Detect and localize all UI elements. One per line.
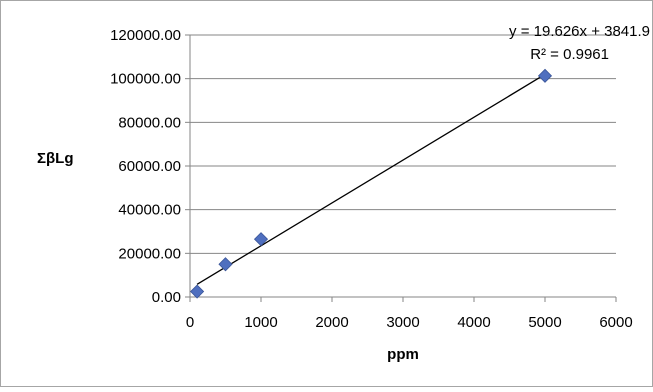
grid-layer	[190, 34, 616, 254]
trendline-r-squared: R² = 0.9961	[530, 46, 609, 63]
x-tick-label: 0	[186, 314, 194, 331]
x-tick-label: 4000	[457, 314, 490, 331]
x-tick-label: 1000	[244, 314, 277, 331]
trendline-equation: y = 19.626x + 3841.9	[509, 23, 650, 40]
y-axis-title: ΣβLg	[37, 150, 73, 167]
data-point-diamond	[218, 257, 233, 272]
y-tick-label: 60000.00	[118, 158, 181, 175]
y-tick-label: 120000.00	[110, 27, 181, 44]
data-point-diamond	[253, 232, 269, 247]
y-tick-label: 40000.00	[118, 202, 181, 219]
data-points-layer	[190, 68, 553, 299]
y-tick-label: 100000.00	[110, 71, 181, 88]
y-tick-label: 20000.00	[118, 245, 181, 262]
trendline-layer	[196, 73, 546, 285]
axis-layer	[185, 34, 617, 302]
x-tick-label: 2000	[315, 314, 348, 331]
trendline	[196, 73, 546, 285]
x-tick-label: 5000	[528, 314, 561, 331]
x-axis-title: ppm	[387, 346, 419, 363]
y-tick-label: 0.00	[152, 289, 181, 306]
x-tick-label: 6000	[599, 314, 632, 331]
labels-layer: 0.00 20000.00 40000.00 60000.00 80000.00 1000…	[110, 27, 633, 331]
data-point-diamond	[537, 68, 553, 83]
y-tick-label: 80000.00	[118, 114, 181, 131]
x-tick-label: 3000	[386, 314, 419, 331]
data-point-diamond	[190, 284, 205, 299]
